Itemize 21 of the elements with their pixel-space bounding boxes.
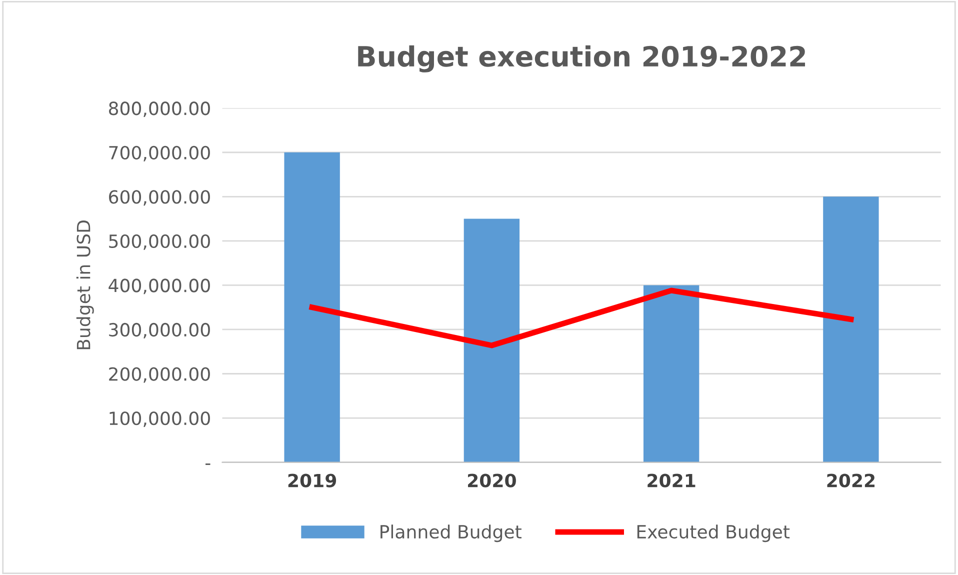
legend-label: Planned Budget	[380, 524, 522, 542]
y-tick-label: 600,000.00	[109, 190, 210, 206]
x-tick-label: 2019	[288, 474, 336, 488]
bar	[643, 285, 700, 462]
bar	[284, 152, 340, 462]
y-tick-label: 800,000.00	[108, 102, 210, 118]
y-tick-label: 500,000.00	[109, 234, 210, 250]
legend-label: Executed Budget	[637, 524, 790, 542]
bar	[464, 218, 520, 462]
y-tick-label: -	[206, 463, 210, 465]
bar	[823, 196, 879, 462]
x-tick-label: 2021	[648, 474, 696, 488]
y-tick-label: 400,000.00	[108, 278, 210, 294]
y-tick-label: 300,000.00	[109, 322, 210, 338]
chart-title: Budget execution 2019-2022	[358, 45, 806, 72]
y-axis-title: Budget in USD	[76, 220, 94, 350]
y-tick-label: 100,000.00	[110, 411, 210, 427]
y-tick-label: 200,000.00	[109, 367, 210, 383]
y-tick-label: 700,000.00	[109, 146, 210, 162]
x-tick-label: 2022	[827, 474, 874, 488]
x-tick-label: 2020	[468, 474, 516, 488]
